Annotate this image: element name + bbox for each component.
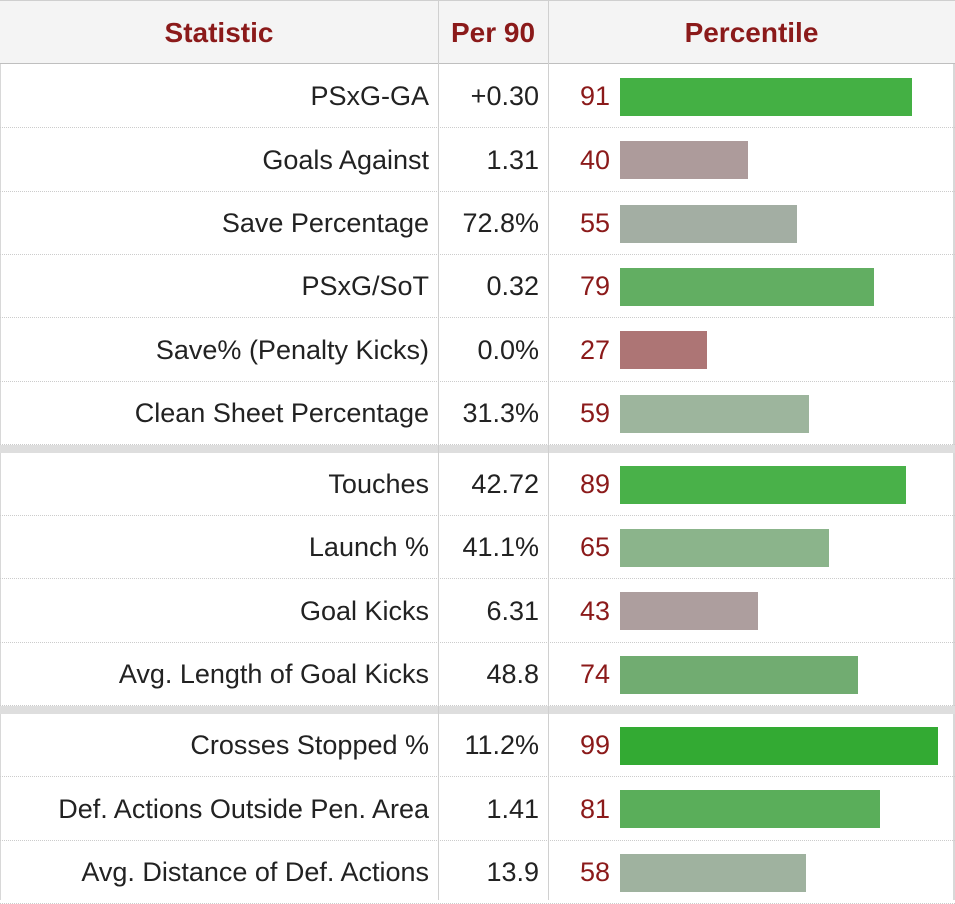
percentile-bar xyxy=(620,656,858,694)
percentile-value: 89 xyxy=(579,469,610,499)
table-row: Goal Kicks 6.31 43 xyxy=(0,579,955,643)
percentile-value: 74 xyxy=(579,659,610,689)
header-percentile[interactable]: Percentile xyxy=(684,17,819,48)
percentile-value: 40 xyxy=(579,145,610,175)
per-90-value: 0.0% xyxy=(477,335,539,365)
group-separator xyxy=(0,706,955,714)
percentile-value: 43 xyxy=(579,596,610,626)
percentile-value: 65 xyxy=(579,532,610,562)
percentile-bar xyxy=(620,331,707,369)
table-row: Clean Sheet Percentage 31.3% 59 xyxy=(0,382,955,445)
table-row: Launch % 41.1% 65 xyxy=(0,516,955,579)
stat-name: PSxG/SoT xyxy=(301,271,429,301)
table-row: Touches 42.72 89 xyxy=(0,453,955,516)
percentile-bar xyxy=(620,529,829,567)
header-row: Statistic Per 90 Percentile xyxy=(0,0,955,64)
percentile-bar xyxy=(620,727,938,765)
per-90-value: 1.41 xyxy=(486,794,539,824)
per-90-value: 13.9 xyxy=(486,857,539,887)
stat-name: Goal Kicks xyxy=(299,596,429,626)
percentile-bar xyxy=(620,78,912,116)
per-90-value: 31.3% xyxy=(462,398,539,428)
per-90-value: 42.72 xyxy=(471,469,539,499)
per-90-value: 72.8% xyxy=(462,208,539,238)
percentile-bar xyxy=(620,395,809,433)
stat-name: Launch % xyxy=(308,532,429,562)
table-row: Avg. Length of Goal Kicks 48.8 74 xyxy=(0,643,955,706)
percentile-value: 27 xyxy=(579,335,610,365)
stat-name: Crosses Stopped % xyxy=(190,730,429,760)
percentile-value: 99 xyxy=(579,730,610,760)
stat-name: Touches xyxy=(328,469,429,499)
stat-name: Def. Actions Outside Pen. Area xyxy=(58,794,429,824)
table-row: Goals Against 1.31 40 xyxy=(0,128,955,192)
per-90-value: 11.2% xyxy=(464,730,539,760)
table-row: PSxG/SoT 0.32 79 xyxy=(0,255,955,318)
per-90-value: 0.32 xyxy=(486,271,539,301)
per-90-value: 41.1% xyxy=(462,532,539,562)
stat-name: Goals Against xyxy=(262,145,429,175)
stat-name: Save% (Penalty Kicks) xyxy=(155,335,429,365)
table-row: Save Percentage 72.8% 55 xyxy=(0,192,955,255)
table-row: Avg. Distance of Def. Actions 13.9 58 xyxy=(0,841,955,904)
column-divider xyxy=(438,0,439,900)
table-row: Crosses Stopped % 11.2% 99 xyxy=(0,714,955,777)
percentile-value: 59 xyxy=(579,398,610,428)
stat-name: Save Percentage xyxy=(221,208,429,238)
per-90-value: 6.31 xyxy=(486,596,539,626)
percentile-bar xyxy=(620,790,880,828)
percentile-value: 55 xyxy=(579,208,610,238)
table-row: Def. Actions Outside Pen. Area 1.41 81 xyxy=(0,777,955,841)
percentile-bar xyxy=(620,268,874,306)
percentile-bar xyxy=(620,592,758,630)
table-row: Save% (Penalty Kicks) 0.0% 27 xyxy=(0,318,955,382)
table-row: PSxG-GA +0.30 91 xyxy=(0,65,955,128)
group-separator xyxy=(0,444,955,453)
percentile-bar xyxy=(620,205,797,243)
percentile-value: 79 xyxy=(579,271,610,301)
percentile-bar xyxy=(620,141,748,179)
per-90-value: 48.8 xyxy=(486,659,539,689)
stat-name: Clean Sheet Percentage xyxy=(134,398,429,428)
percentile-bar xyxy=(620,466,906,504)
column-divider xyxy=(548,0,549,900)
header-per-90[interactable]: Per 90 xyxy=(450,17,536,48)
percentile-bar xyxy=(620,854,806,892)
stat-name: PSxG-GA xyxy=(310,81,429,111)
header-statistic[interactable]: Statistic xyxy=(164,17,274,48)
per-90-value: 1.31 xyxy=(486,145,539,175)
percentile-value: 81 xyxy=(579,794,610,824)
percentile-value: 91 xyxy=(579,81,610,111)
stat-name: Avg. Length of Goal Kicks xyxy=(118,659,429,689)
stat-name: Avg. Distance of Def. Actions xyxy=(81,857,429,887)
percentile-value: 58 xyxy=(579,857,610,887)
per-90-value: +0.30 xyxy=(470,81,539,111)
